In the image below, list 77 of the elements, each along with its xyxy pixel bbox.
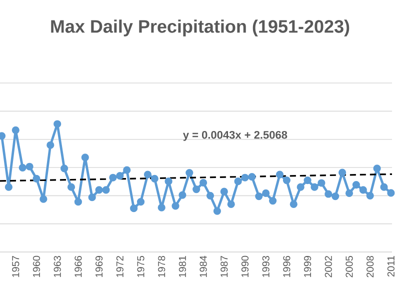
point — [200, 178, 208, 187]
x-tick-label: 2011 — [387, 256, 394, 277]
x-tick-label: 1963 — [54, 256, 61, 277]
point — [186, 168, 194, 177]
x-tick-label: 1999 — [304, 256, 312, 277]
point — [338, 168, 346, 176]
point — [102, 186, 110, 194]
point — [158, 204, 166, 212]
point — [234, 178, 242, 186]
point — [178, 191, 186, 199]
point — [310, 183, 318, 191]
x-tick-label: 1981 — [178, 256, 186, 277]
point — [276, 170, 284, 178]
point — [4, 183, 12, 191]
point — [227, 200, 235, 208]
point — [241, 174, 249, 182]
x-tick-label: 1993 — [262, 256, 270, 277]
point — [88, 194, 96, 202]
point — [352, 180, 360, 189]
point — [255, 192, 263, 200]
point — [332, 192, 340, 200]
point — [150, 174, 158, 182]
x-tick-label: 1957 — [12, 256, 20, 277]
point — [54, 120, 62, 128]
point — [26, 162, 34, 170]
point — [213, 207, 221, 215]
point — [373, 164, 381, 172]
x-tick-label: 2008 — [366, 256, 374, 278]
point — [387, 189, 395, 197]
chart-title: Max Daily Precipitation (1951-2023) — [51, 20, 350, 36]
point — [18, 164, 26, 172]
point — [345, 189, 354, 198]
point — [164, 178, 172, 186]
x-tick-label: 1984 — [200, 256, 207, 277]
point — [366, 192, 374, 200]
point — [123, 166, 131, 174]
point — [304, 176, 312, 184]
point — [116, 172, 124, 180]
point — [60, 164, 68, 172]
point — [144, 170, 152, 178]
point — [130, 204, 138, 212]
point — [248, 173, 256, 181]
x-tick-label: 1972 — [116, 256, 124, 277]
point — [359, 186, 367, 194]
x-tick-label: 1996 — [283, 256, 290, 277]
x-tick-label: 1975 — [137, 256, 144, 277]
point — [74, 198, 82, 206]
point — [81, 154, 89, 162]
point — [318, 179, 326, 187]
point — [380, 183, 388, 191]
point — [282, 176, 290, 184]
x-tick-label: 1990 — [241, 256, 249, 277]
x-tick-label: 2002 — [324, 256, 332, 278]
x-tick-label: 1969 — [96, 256, 103, 277]
x-tick-label: 1960 — [32, 256, 40, 277]
point — [136, 198, 145, 206]
point — [109, 174, 117, 182]
point — [262, 189, 270, 198]
point — [67, 183, 76, 191]
point — [32, 174, 40, 182]
point — [46, 141, 54, 149]
point — [296, 183, 304, 191]
point — [290, 200, 298, 208]
point — [269, 196, 277, 205]
x-tick-label: 1966 — [74, 256, 82, 277]
x-tick-label: 2005 — [346, 256, 353, 278]
annotation: y = 0.0043x + 2.5068 — [182, 130, 288, 141]
x-tick-label: 1978 — [158, 256, 166, 277]
point — [40, 195, 48, 203]
point — [220, 188, 228, 196]
point — [95, 186, 103, 194]
point — [12, 126, 20, 134]
point — [324, 190, 332, 198]
x-tick-label: 1987 — [220, 256, 228, 277]
point — [206, 192, 214, 200]
point — [192, 185, 200, 194]
point — [172, 202, 180, 210]
